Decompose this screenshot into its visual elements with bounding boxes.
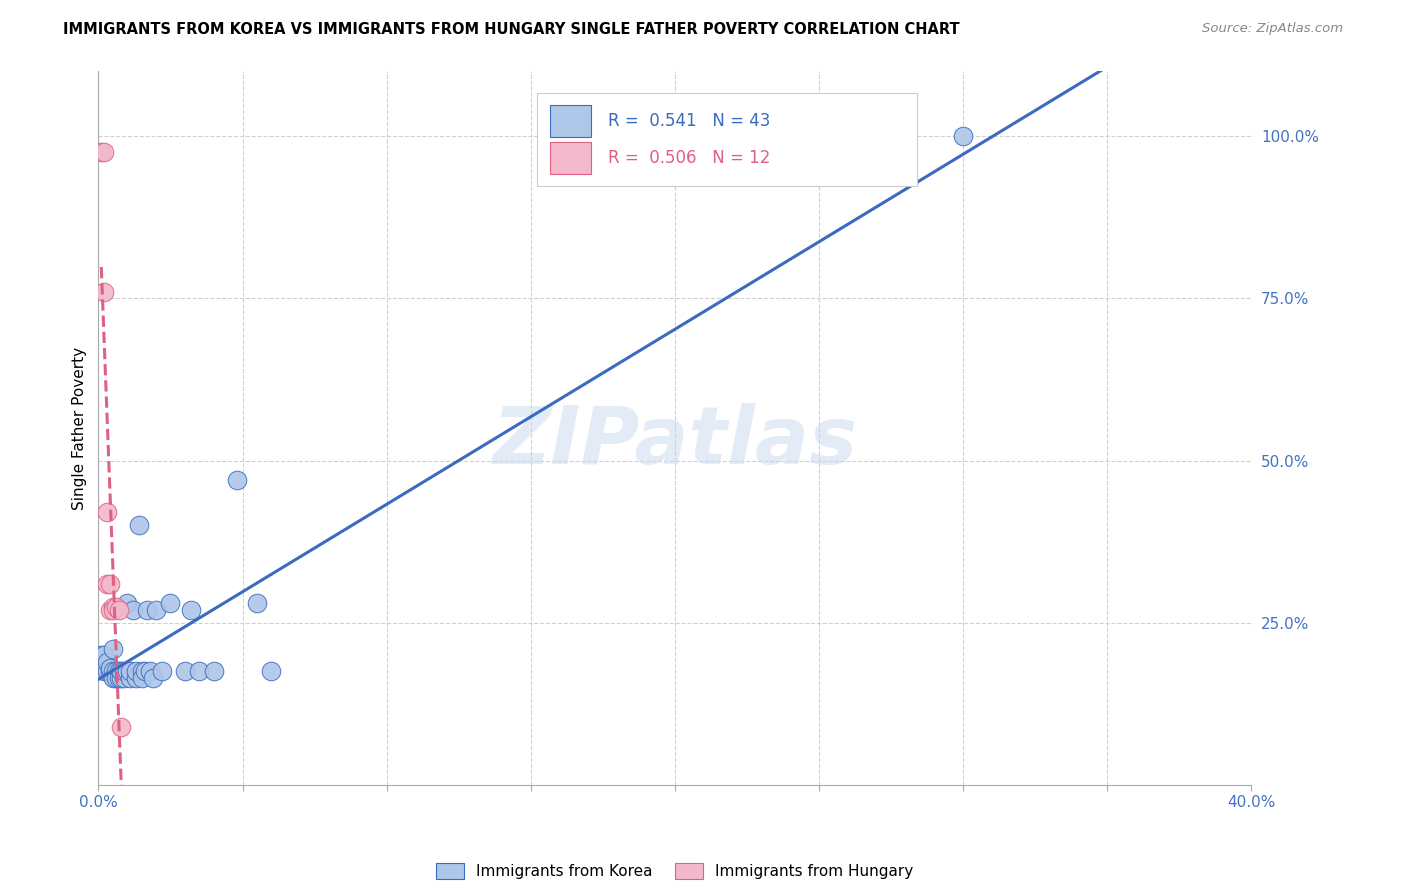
Point [117, 665, 139, 679]
Point [107, 671, 129, 685]
Point [134, 665, 156, 679]
Point [120, 671, 142, 685]
Point [125, 665, 148, 679]
Point [96, 506, 118, 520]
Text: IMMIGRANTS FROM KOREA VS IMMIGRANTS FROM HUNGARY SINGLE FATHER POVERTY CORRELATI: IMMIGRANTS FROM KOREA VS IMMIGRANTS FROM… [63, 22, 960, 37]
Point [101, 671, 124, 685]
Point [98, 661, 121, 675]
Point [96, 655, 118, 669]
Point [142, 671, 165, 685]
Point [125, 671, 148, 685]
Text: R =  0.506   N = 12: R = 0.506 N = 12 [607, 149, 770, 167]
Point [128, 518, 150, 533]
Legend: Immigrants from Korea, Immigrants from Hungary: Immigrants from Korea, Immigrants from H… [430, 857, 920, 885]
Point [96, 665, 118, 679]
Y-axis label: Single Father Poverty: Single Father Poverty [72, 347, 87, 509]
Point [98, 665, 121, 679]
Text: Source: ZipAtlas.com: Source: ZipAtlas.com [1202, 22, 1343, 36]
Point [107, 665, 129, 679]
Point [112, 665, 135, 679]
Point [104, 671, 127, 685]
Point [202, 665, 225, 679]
Point [112, 671, 135, 685]
Point [122, 603, 145, 617]
Point [159, 596, 181, 610]
Point [98, 577, 121, 591]
Point [98, 603, 121, 617]
Point [225, 473, 247, 487]
Point [131, 671, 153, 685]
Point [104, 599, 127, 614]
Point [188, 665, 211, 679]
Point [110, 720, 132, 734]
Point [90, 648, 112, 663]
Point [120, 665, 142, 679]
Point [96, 577, 118, 591]
Point [101, 599, 124, 614]
Point [150, 665, 173, 679]
Point [139, 665, 162, 679]
Point [104, 665, 127, 679]
Point [93, 648, 115, 663]
Point [145, 603, 167, 617]
Point [110, 665, 132, 679]
Text: ZIPatlas: ZIPatlas [492, 403, 858, 482]
Point [131, 665, 153, 679]
FancyBboxPatch shape [537, 93, 917, 186]
Point [101, 665, 124, 679]
Point [180, 603, 202, 617]
Point [117, 596, 139, 610]
Point [110, 671, 132, 685]
Text: R =  0.541   N = 43: R = 0.541 N = 43 [607, 112, 770, 129]
Point [174, 665, 197, 679]
Point [93, 285, 115, 299]
Point [101, 641, 124, 656]
Point [90, 145, 112, 160]
Point [136, 603, 159, 617]
FancyBboxPatch shape [550, 105, 591, 137]
Point [93, 665, 115, 679]
Point [952, 129, 974, 144]
Point [246, 596, 269, 610]
FancyBboxPatch shape [550, 142, 591, 174]
Point [260, 665, 283, 679]
Point [107, 603, 129, 617]
Point [101, 603, 124, 617]
Point [93, 145, 115, 160]
